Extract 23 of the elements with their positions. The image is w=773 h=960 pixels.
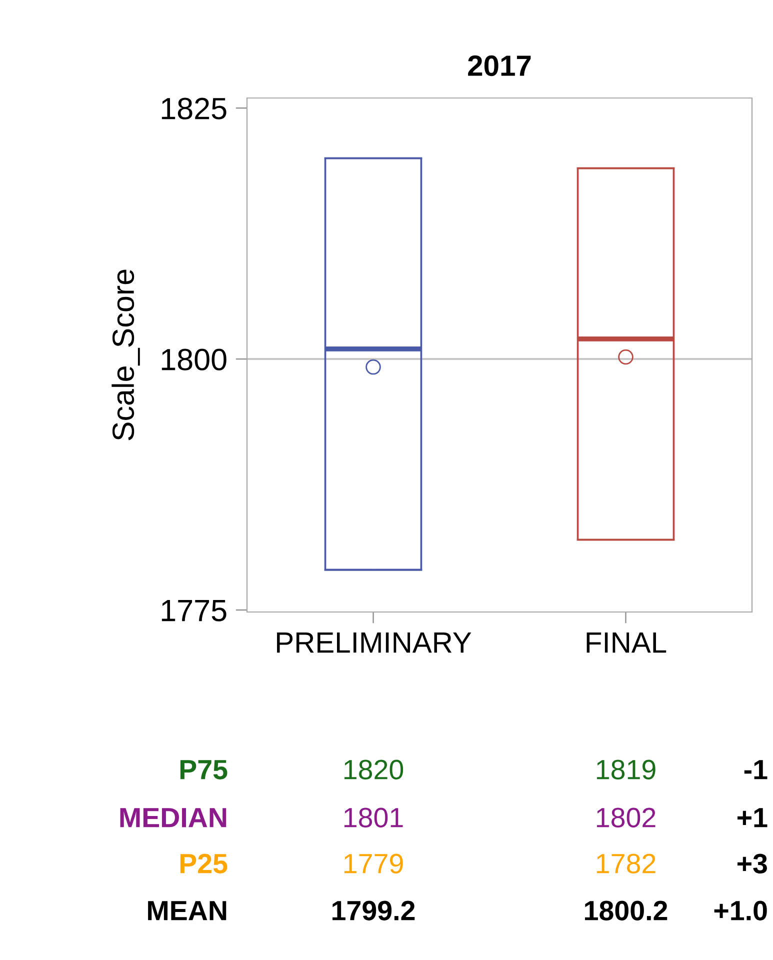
- text: 1801: [344, 808, 403, 828]
- text: +3: [737, 854, 767, 874]
- text: 1820: [344, 760, 404, 780]
- chart-title: 2017: [468, 55, 531, 76]
- text: P25: [180, 854, 228, 874]
- x-tick-label: FINAL: [586, 632, 666, 653]
- text: 1799.2: [332, 900, 415, 920]
- text: 1779: [344, 854, 403, 874]
- y-tick-label: 1800: [162, 348, 226, 370]
- text: 1800.2: [585, 900, 668, 920]
- text: 1802: [596, 808, 656, 828]
- y-axis-title: Scale_Score: [112, 270, 140, 440]
- text: +1.0: [714, 900, 767, 920]
- text: P75: [180, 760, 228, 780]
- y-tick-label: 1825: [162, 98, 226, 120]
- text: +1: [737, 808, 768, 828]
- x-tick-label: PRELIMINARY: [277, 632, 472, 653]
- text: -1: [744, 760, 768, 780]
- text: MEDIAN: [120, 808, 226, 828]
- y-tick-label: 1775: [162, 600, 226, 622]
- text: 1782: [596, 854, 656, 874]
- text: MEAN: [148, 901, 226, 920]
- text: 1819: [596, 760, 656, 780]
